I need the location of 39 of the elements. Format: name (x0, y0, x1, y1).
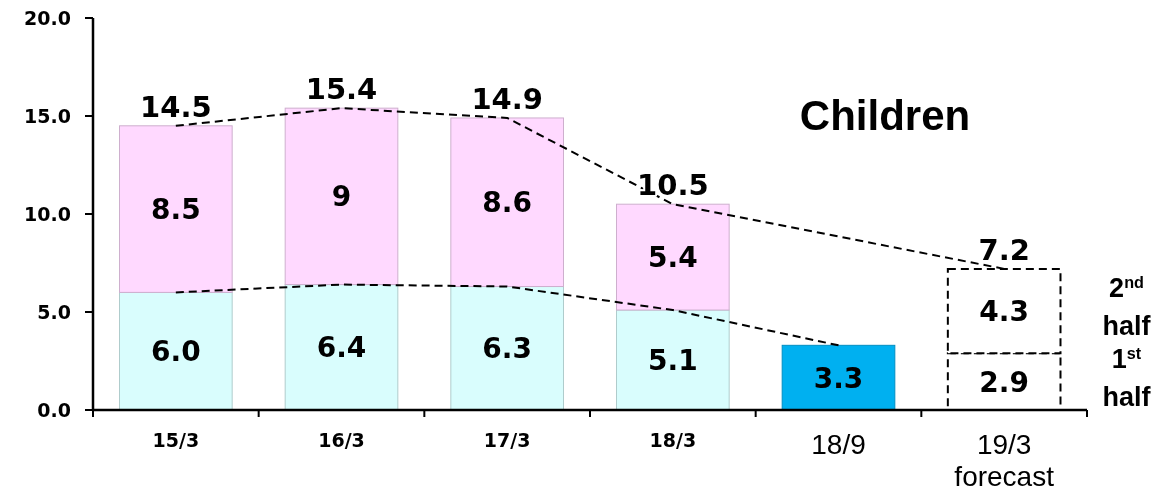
total-label: 15.4 (305, 72, 378, 107)
y-tick-label: 10.0 (24, 202, 71, 225)
bar (450, 117, 564, 288)
data-label: 3.3 (813, 361, 864, 395)
text: 2$^{nd}$ half (1102, 273, 1151, 342)
total-label: 14.5 (140, 89, 212, 124)
text: 1$^{st}$ half (1102, 343, 1151, 412)
bar (781, 344, 896, 411)
data-label: 6.4 (316, 331, 367, 365)
y-tick-label: 5.0 (37, 300, 71, 323)
bar (119, 291, 233, 411)
total-label: 10.5 (637, 168, 709, 203)
bar (284, 107, 399, 286)
x-tick-label: 19/3 forecast (954, 429, 1055, 492)
x-tick-label: 15/3 (152, 429, 200, 451)
data-label: 5.4 (648, 241, 698, 275)
x-tick-label: 18/9 (811, 429, 866, 460)
y-tick-label: 15.0 (24, 104, 71, 127)
x-tick-label: 16/3 (318, 429, 365, 451)
data-label: 5.1 (648, 344, 698, 378)
data-label: 6.3 (482, 332, 532, 366)
bar (284, 284, 399, 411)
y-tick-label: 0.0 (37, 398, 71, 421)
x-tick-label: 17/3 (483, 429, 531, 451)
bar (616, 203, 730, 311)
text: Children (799, 92, 971, 139)
y-tick-label: 20.0 (24, 6, 71, 29)
data-label: 4.3 (979, 295, 1029, 329)
bar (450, 286, 564, 411)
total-label: 14.9 (471, 81, 543, 116)
data-label: 8.5 (151, 193, 201, 227)
x-tick-label: 18/3 (649, 429, 697, 451)
data-label: 2.9 (979, 365, 1029, 399)
data-label: 9 (331, 180, 352, 214)
bar (616, 309, 730, 411)
data-label: 8.6 (482, 186, 532, 220)
total-label: 7.2 (978, 232, 1030, 267)
bar (119, 125, 233, 293)
data-label: 6.0 (151, 335, 201, 369)
